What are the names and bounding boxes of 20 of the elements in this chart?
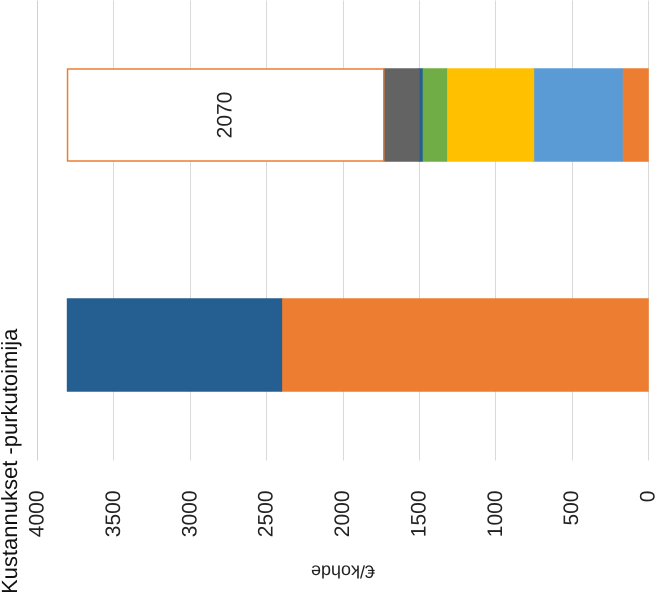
bar <box>532 68 623 162</box>
text: Kustannukset -purkutoimija <box>0 328 22 592</box>
bar <box>382 68 420 162</box>
x-tick-label: 500 <box>560 490 584 526</box>
x-tick-label: 4000 <box>26 490 48 538</box>
bar <box>621 68 649 162</box>
bar <box>66 298 282 392</box>
data-label: 2070 <box>214 92 237 138</box>
bar <box>280 298 649 392</box>
x-tick-label: 1000 <box>484 490 507 538</box>
x-axis-title: €/kohde <box>310 562 376 582</box>
bar <box>66 68 384 162</box>
x-tick-label: 2500 <box>254 490 278 538</box>
x-tick-label: 3500 <box>102 490 125 538</box>
x-tick-label: 2000 <box>331 490 354 538</box>
bar <box>446 68 534 162</box>
bar <box>421 68 448 162</box>
x-tick-label: 0 <box>636 490 660 502</box>
x-tick-label: 3000 <box>178 490 202 538</box>
x-tick-label: 1500 <box>407 490 430 538</box>
